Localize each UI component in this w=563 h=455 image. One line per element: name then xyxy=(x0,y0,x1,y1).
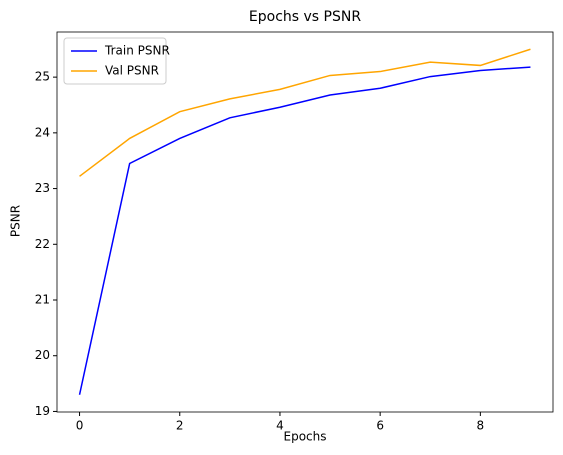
plot-frame xyxy=(56,31,554,413)
legend-box xyxy=(63,37,167,85)
y-tick-label: 19 xyxy=(35,404,50,418)
y-tick-label: 20 xyxy=(35,348,50,362)
chart-title: Epochs vs PSNR xyxy=(249,9,361,25)
legend-label: Val PSNR xyxy=(105,64,159,78)
y-tick-label: 23 xyxy=(35,181,50,195)
line-series xyxy=(79,48,531,177)
x-axis-label: Epochs xyxy=(284,430,327,444)
x-tick-label: 4 xyxy=(276,419,284,433)
y-tick-label: 24 xyxy=(35,125,50,139)
x-tick-label: 0 xyxy=(76,419,84,433)
y-tick-label: 21 xyxy=(35,293,50,307)
legend-label: Train PSNR xyxy=(104,44,170,58)
line-series xyxy=(78,66,531,395)
x-tick-label: 8 xyxy=(477,419,485,433)
x-tick-label: 2 xyxy=(176,419,184,433)
y-tick-label: 22 xyxy=(35,237,50,251)
x-tick-label: 6 xyxy=(376,419,384,433)
y-axis-label: PSNR xyxy=(9,205,23,237)
y-tick-label: 25 xyxy=(35,70,50,84)
